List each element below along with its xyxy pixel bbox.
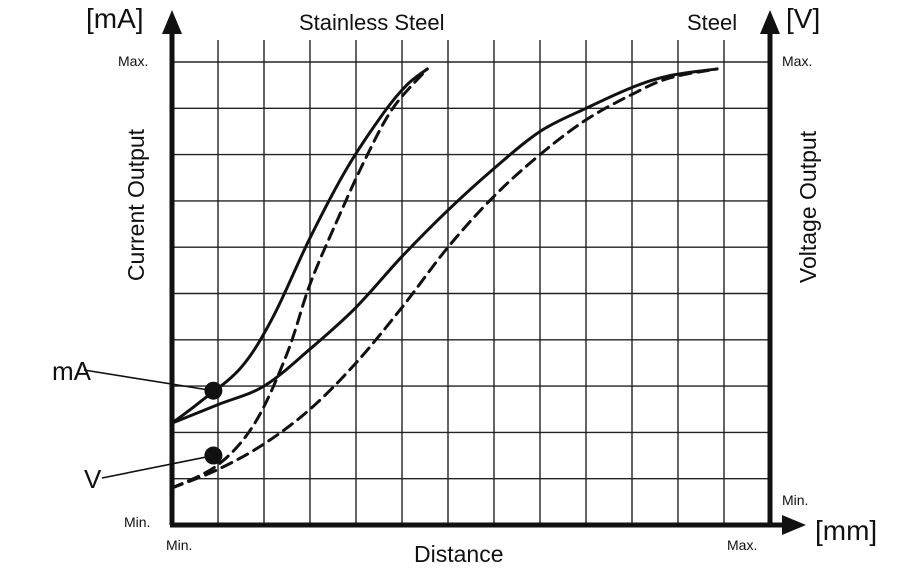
x-axis-label: Distance [414,541,503,567]
marker-label-v: V [84,464,102,494]
marker-leader-v [101,454,214,479]
curves [170,67,719,490]
x-tick-max: Max. [727,537,757,553]
marker-dot-v [204,446,223,465]
marker-dot-ma [204,381,223,400]
x-axis-arrow [782,515,806,535]
unit-left: [mA] [86,3,144,34]
markers: mA V [52,356,223,494]
curve-label-steel: Steel [687,10,737,35]
x-tick-min: Min. [166,537,192,553]
curve-steel-ma [170,67,719,425]
unit-right: [V] [786,3,820,34]
curve-label-stainless-steel: Stainless Steel [299,10,445,35]
curve-stainless-steel-ma [170,67,429,425]
marker-label-ma: mA [52,356,92,386]
right-axis-arrow [760,10,780,34]
grid-lines [172,40,770,525]
y-left-label: Current Output [123,128,149,281]
y-left-tick-min: Min. [124,514,150,530]
y-right-tick-max: Max. [782,53,812,69]
y-right-tick-min: Min. [782,492,808,508]
left-axis-arrow [162,10,182,34]
unit-x: [mm] [815,515,877,546]
curve-steel-v [170,67,719,490]
marker-leader-ma [83,369,214,392]
curve-stainless-steel-v [170,67,429,490]
y-left-tick-max: Max. [118,53,148,69]
y-right-label: Voltage Output [795,130,821,283]
